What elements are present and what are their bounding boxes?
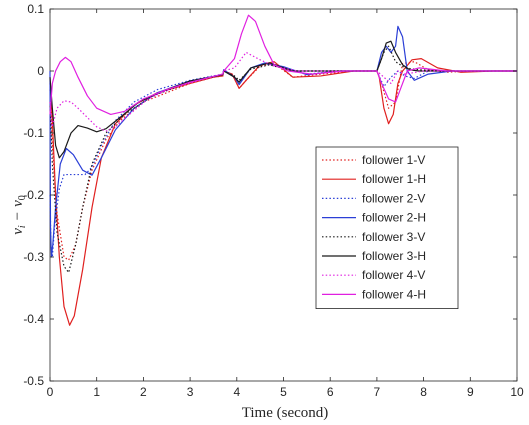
series-layer	[49, 14, 517, 326]
y-tick-label: -0.3	[23, 250, 44, 264]
y-label-v: v	[10, 228, 26, 235]
series-line-3	[49, 62, 517, 258]
legend-entry: follower 4-H	[362, 287, 426, 301]
x-axis-label: Time (second)	[242, 405, 329, 421]
legend-entry: follower 4-V	[362, 268, 425, 282]
legend-entry: follower 2-H	[362, 211, 426, 225]
y-tick-label: 0.1	[27, 2, 44, 16]
legend-entry: follower 3-H	[362, 249, 426, 263]
y-tick-label: -0.1	[23, 126, 44, 140]
x-tick-label: 9	[467, 385, 474, 399]
x-tick-label: 5	[280, 385, 287, 399]
y-tick-label: 0	[37, 64, 44, 78]
series-line-6	[49, 40, 517, 159]
y-label-v0: v	[10, 200, 26, 207]
x-tick-label: 10	[510, 385, 524, 399]
x-tick-label: 8	[420, 385, 427, 399]
y-tick-label: -0.4	[23, 312, 44, 326]
legend: follower 1-V follower 1-H follower 2-V foll…	[315, 146, 459, 310]
x-tick-label: 4	[233, 385, 240, 399]
series-line-4	[49, 25, 517, 258]
y-axis-label: vi−v0	[10, 195, 28, 235]
svg-text:vi−v0: vi−v0	[10, 195, 28, 235]
x-tick-label: 6	[327, 385, 334, 399]
x-tick-label: 0	[47, 385, 54, 399]
y-tick-label: -0.2	[23, 188, 44, 202]
series-line-8	[49, 14, 517, 115]
ticks-layer: 0 1 2 3 4 5 6 7 8 9 10 -0.5 -0.4 -0.3 -0.2 -0.1 0 0.1	[23, 2, 524, 399]
y-label-sub-i: i	[17, 225, 28, 228]
x-tick-label: 7	[374, 385, 381, 399]
y-label-sub-0: 0	[17, 195, 28, 200]
x-tick-label: 1	[93, 385, 100, 399]
x-tick-label: 3	[187, 385, 194, 399]
y-tick-label: -0.5	[23, 374, 44, 388]
x-tick-label: 2	[140, 385, 147, 399]
legend-box	[315, 146, 459, 310]
series-line-7	[49, 51, 517, 132]
legend-entry: follower 2-V	[362, 191, 425, 205]
y-label-minus: −	[10, 212, 26, 220]
legend-entry: follower 1-V	[362, 153, 425, 167]
legend-entry: follower 3-V	[362, 230, 425, 244]
legend-entry: follower 1-H	[362, 172, 426, 186]
